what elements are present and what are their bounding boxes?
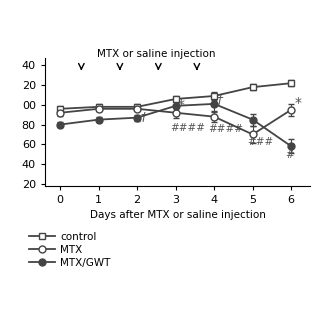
Text: †: † xyxy=(216,93,222,106)
Text: ####: #### xyxy=(170,124,205,133)
Text: ####: #### xyxy=(208,124,244,134)
Text: †: † xyxy=(140,109,147,123)
Text: *: * xyxy=(178,98,185,112)
Legend: control, MTX, MTX/GWT: control, MTX, MTX/GWT xyxy=(29,232,110,268)
Text: #: # xyxy=(285,150,294,160)
Text: *: * xyxy=(294,96,301,110)
Text: ###: ### xyxy=(247,137,273,147)
X-axis label: Days after MTX or saline injection: Days after MTX or saline injection xyxy=(90,210,266,220)
Text: MTX or saline injection: MTX or saline injection xyxy=(97,49,216,59)
